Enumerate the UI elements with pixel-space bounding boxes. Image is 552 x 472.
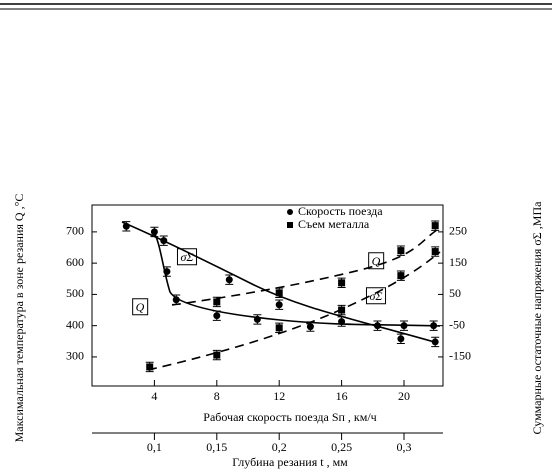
legend-label: Съем металла bbox=[298, 217, 370, 231]
point bbox=[397, 335, 405, 343]
x-axis-label: Рабочая скорость поезда Sп , км/ч bbox=[203, 410, 376, 424]
trend-curve bbox=[147, 251, 441, 371]
annotation: Q bbox=[136, 300, 145, 314]
y2-tick-label: -50 bbox=[449, 317, 465, 331]
point bbox=[400, 322, 408, 330]
y-tick-label: 300 bbox=[66, 349, 84, 363]
x-tick-label: 20 bbox=[398, 389, 410, 403]
annotation-box bbox=[368, 252, 385, 270]
point bbox=[275, 324, 283, 332]
x2-axis-label: Глубина резания t , мм bbox=[232, 455, 348, 469]
y2-tick-label: 150 bbox=[449, 255, 467, 269]
x2-tick-label: 0,2 bbox=[272, 440, 287, 454]
y-tick-label: 500 bbox=[66, 286, 84, 300]
point bbox=[397, 272, 405, 280]
y2-axis-label: Суммарные остаточные напряжения σΣ ,МПа bbox=[530, 201, 544, 435]
x2-tick-label: 0,25 bbox=[331, 440, 352, 454]
y-axis-label: Максимальная температура в зоне резания … bbox=[12, 194, 26, 443]
point bbox=[225, 276, 233, 284]
point bbox=[306, 323, 314, 331]
x-tick-label: 4 bbox=[151, 389, 157, 403]
point bbox=[253, 315, 261, 323]
y2-tick-label: 250 bbox=[449, 224, 467, 238]
point bbox=[122, 222, 130, 230]
trend-curve bbox=[152, 230, 441, 327]
point bbox=[338, 306, 346, 314]
annotation: σΣ bbox=[180, 250, 193, 264]
y-tick-label: 700 bbox=[66, 224, 84, 238]
point bbox=[146, 363, 154, 371]
x2-tick-label: 0,3 bbox=[397, 440, 412, 454]
y2-tick-label: -150 bbox=[449, 349, 471, 363]
plot-frame bbox=[91, 204, 444, 387]
x2-tick-label: 0,15 bbox=[206, 440, 227, 454]
annotation-box bbox=[132, 298, 149, 316]
point bbox=[373, 322, 381, 330]
point bbox=[213, 312, 221, 320]
point bbox=[163, 268, 171, 276]
trend-curve bbox=[171, 227, 441, 306]
point bbox=[213, 351, 221, 359]
point bbox=[275, 289, 283, 297]
y2-tick-label: 50 bbox=[449, 286, 461, 300]
point bbox=[150, 228, 158, 236]
point bbox=[172, 296, 180, 304]
annotation-box bbox=[365, 287, 387, 305]
x-tick-label: 8 bbox=[214, 389, 220, 403]
point bbox=[160, 237, 168, 245]
annotation: Q bbox=[372, 254, 381, 268]
y-tick-label: 600 bbox=[66, 255, 84, 269]
x-tick-label: 16 bbox=[336, 389, 348, 403]
legend-marker bbox=[287, 209, 293, 215]
annotation-box bbox=[176, 248, 198, 266]
point bbox=[275, 301, 283, 309]
point bbox=[213, 298, 221, 306]
x-tick-label: 12 bbox=[273, 389, 285, 403]
point bbox=[431, 338, 439, 346]
point bbox=[338, 279, 346, 287]
point bbox=[431, 248, 439, 256]
point bbox=[338, 318, 346, 326]
point bbox=[397, 247, 405, 255]
x2-tick-label: 0,1 bbox=[147, 440, 162, 454]
point bbox=[430, 322, 438, 330]
annotation: σΣ bbox=[369, 289, 382, 303]
point bbox=[431, 222, 439, 230]
y-tick-label: 400 bbox=[66, 317, 84, 331]
legend-marker bbox=[287, 222, 293, 228]
legend-label: Скорость поезда bbox=[298, 204, 383, 218]
